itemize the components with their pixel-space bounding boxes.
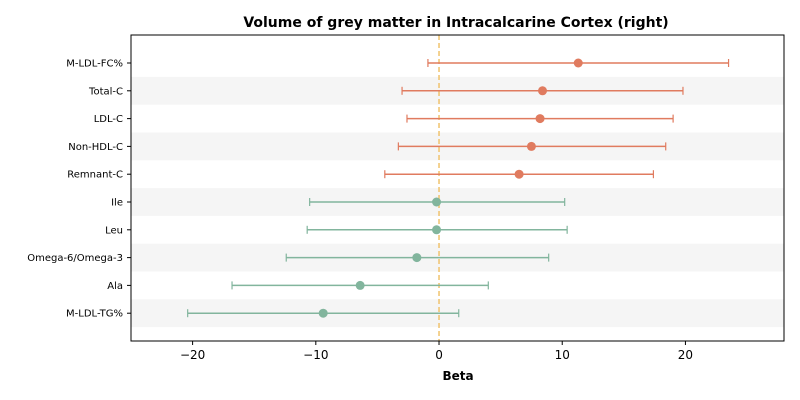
beta-point — [526, 141, 536, 151]
y-tick-label: Omega-6/Omega-3 — [27, 253, 123, 264]
y-tick-labels: M-LDL-FC% Total-C LDL-C Non-HDL-C Remnant-C I… — [27, 59, 131, 320]
x-axis-label: Beta — [442, 369, 473, 383]
y-tick-label: Ala — [107, 281, 123, 292]
beta-point — [355, 280, 365, 290]
y-tick-label: M-LDL-TG% — [66, 309, 123, 320]
beta-point — [535, 114, 545, 124]
y-tick-label: M-LDL-FC% — [66, 59, 123, 70]
x-tick-label: 20 — [678, 348, 693, 362]
beta-point — [318, 308, 328, 318]
beta-point — [432, 225, 442, 235]
y-tick-label: Leu — [105, 225, 123, 236]
x-tick-label: −20 — [180, 348, 205, 362]
plot-frame — [130, 34, 785, 342]
beta-point — [412, 253, 422, 263]
y-tick-label: Remnant-C — [67, 170, 123, 181]
chart-title: Volume of grey matter in Intracalcarine … — [243, 15, 668, 31]
y-tick-label: Total-C — [88, 86, 123, 97]
y-tick-label: Ile — [111, 198, 123, 209]
beta-point — [573, 58, 583, 68]
x-tick-label: 10 — [555, 348, 570, 362]
marks-group — [187, 58, 730, 318]
beta-point — [538, 86, 548, 96]
beta-point — [432, 197, 442, 207]
x-tick-label: 0 — [435, 348, 443, 362]
x-tick-label: −10 — [303, 348, 328, 362]
y-tick-label: Non-HDL-C — [68, 142, 123, 153]
beta-point — [514, 169, 524, 179]
y-tick-label: LDL-C — [94, 114, 123, 125]
x-axis: −20 −10 0 10 20 — [180, 341, 693, 362]
